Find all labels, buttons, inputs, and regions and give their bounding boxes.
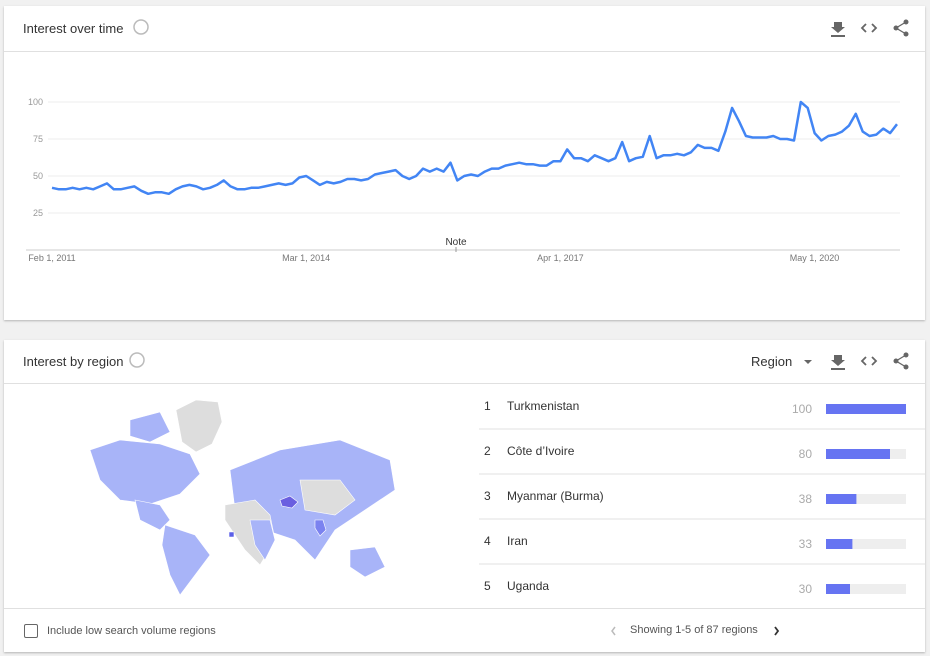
divider bbox=[4, 51, 925, 52]
bar-track bbox=[826, 539, 906, 549]
x-tick-label: Mar 1, 2014 bbox=[282, 253, 330, 263]
x-tick-label: Feb 1, 2011 bbox=[28, 253, 75, 263]
region-bar bbox=[826, 449, 890, 459]
help-icons bbox=[129, 19, 149, 368]
divider bbox=[4, 608, 925, 609]
y-tick-label: 100 bbox=[28, 97, 43, 107]
region-bar bbox=[826, 404, 906, 414]
card-title: Interest by region bbox=[23, 354, 124, 369]
region-bar bbox=[826, 584, 850, 594]
y-tick-label: 50 bbox=[33, 171, 43, 181]
region-name: Iran bbox=[507, 534, 528, 548]
region-value: 80 bbox=[799, 447, 813, 461]
region-value: 38 bbox=[799, 492, 813, 506]
rank: 4 bbox=[484, 534, 491, 548]
divider bbox=[4, 383, 925, 384]
region-value: 30 bbox=[799, 582, 813, 596]
region-name: Myanmar (Burma) bbox=[507, 489, 604, 503]
checkbox[interactable] bbox=[24, 624, 38, 638]
rank: 1 bbox=[484, 399, 491, 413]
checkbox-label: Include low search volume regions bbox=[47, 625, 216, 637]
pagination: Showing 1-5 of 87 regions bbox=[630, 624, 758, 636]
rank: 5 bbox=[484, 579, 491, 593]
region-value: 33 bbox=[799, 537, 813, 551]
rank: 3 bbox=[484, 489, 491, 503]
region-name: Turkmenistan bbox=[507, 399, 579, 413]
y-tick-label: 75 bbox=[33, 134, 43, 144]
toolbar-icons[interactable] bbox=[611, 19, 909, 636]
card-title: Interest over time bbox=[23, 21, 124, 36]
note: Note bbox=[445, 237, 467, 248]
x-tick-label: Apr 1, 2017 bbox=[537, 253, 584, 263]
interest-over-time-card: Interest over time bbox=[4, 6, 925, 320]
region-bar bbox=[826, 539, 853, 549]
region-bar bbox=[826, 494, 857, 504]
world-map bbox=[89, 399, 396, 596]
rank: 2 bbox=[484, 444, 491, 458]
bar-track bbox=[826, 494, 906, 504]
trend-line bbox=[51, 100, 898, 196]
region-name: Côte d’Ivoire bbox=[507, 444, 575, 458]
bar-track bbox=[826, 584, 906, 594]
x-tick-label: May 1, 2020 bbox=[790, 253, 840, 263]
region-name: Uganda bbox=[507, 579, 549, 593]
region-value: 100 bbox=[792, 402, 812, 416]
region-selector[interactable]: Region bbox=[751, 354, 793, 369]
y-tick-label: 25 bbox=[33, 208, 43, 218]
